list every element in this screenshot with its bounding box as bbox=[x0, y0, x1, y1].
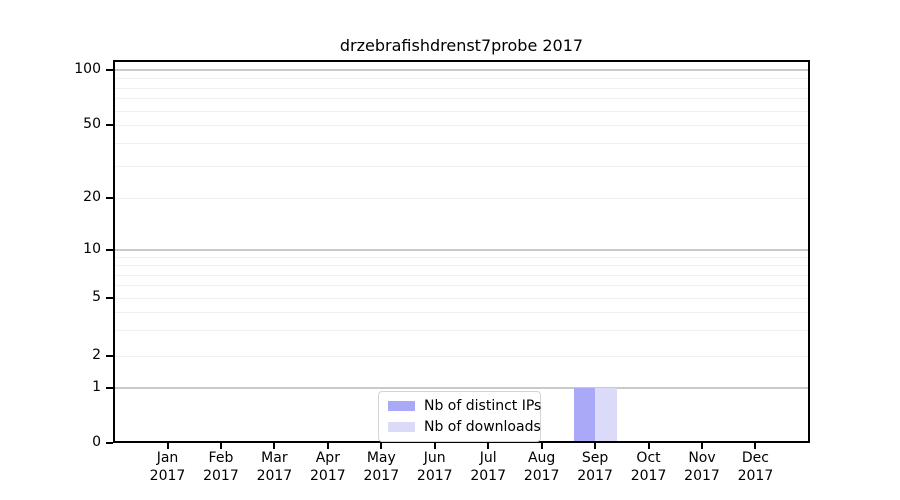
y-tick-label-50: 50 bbox=[83, 116, 101, 132]
x-tick-label-may-2017: May 2017 bbox=[363, 450, 400, 484]
y-tick-mark-100 bbox=[106, 69, 113, 71]
gridline-y-90 bbox=[113, 78, 810, 80]
legend-swatch-distinct-ips bbox=[388, 401, 415, 411]
legend-item-distinct-ips: Nb of distinct IPs bbox=[388, 398, 541, 414]
x-tick-mark-sep-2017 bbox=[594, 443, 597, 449]
gridline-y-40 bbox=[113, 142, 810, 144]
x-tick-mark-mar-2017 bbox=[273, 443, 276, 449]
gridline-y-60 bbox=[113, 110, 810, 112]
y-tick-label-20: 20 bbox=[83, 189, 101, 205]
x-tick-mark-nov-2017 bbox=[701, 443, 703, 449]
gridline-y-9 bbox=[113, 257, 810, 259]
x-tick-mark-jun-2017 bbox=[433, 443, 436, 449]
x-tick-label-aug-2017: Aug 2017 bbox=[523, 450, 560, 484]
y-tick-mark-20 bbox=[106, 197, 113, 199]
gridline-y-7 bbox=[113, 274, 810, 276]
x-tick-label-mar-2017: Mar 2017 bbox=[256, 450, 293, 484]
x-tick-mark-may-2017 bbox=[380, 443, 383, 449]
y-tick-label-2: 2 bbox=[92, 347, 101, 363]
gridline-y-1 bbox=[113, 387, 810, 389]
gridline-y-50 bbox=[113, 125, 810, 126]
legend-item-downloads: Nb of downloads bbox=[388, 419, 541, 435]
legend: Nb of distinct IPs Nb of downloads bbox=[378, 391, 541, 442]
gridline-y-20 bbox=[113, 198, 810, 199]
gridline-y-3 bbox=[113, 330, 810, 332]
gridline-y-4 bbox=[113, 312, 810, 314]
plot-area: Nb of distinct IPs Nb of downloads bbox=[113, 60, 810, 443]
x-tick-mark-aug-2017 bbox=[540, 443, 543, 449]
y-tick-label-10: 10 bbox=[83, 241, 101, 257]
x-tick-label-oct-2017: Oct 2017 bbox=[630, 450, 667, 484]
gridline-y-5 bbox=[113, 298, 810, 299]
gridline-y-80 bbox=[113, 87, 810, 89]
x-tick-label-feb-2017: Feb 2017 bbox=[203, 450, 239, 484]
y-tick-mark-2 bbox=[106, 355, 113, 357]
y-tick-label-100: 100 bbox=[74, 61, 101, 77]
x-tick-label-jan-2017: Jan 2017 bbox=[149, 450, 186, 484]
x-tick-label-sep-2017: Sep 2017 bbox=[577, 450, 613, 484]
gridline-y-70 bbox=[113, 98, 810, 100]
y-tick-mark-1 bbox=[106, 387, 113, 389]
x-tick-label-nov-2017: Nov 2017 bbox=[684, 450, 720, 484]
gridline-y-2 bbox=[113, 356, 810, 357]
gridline-y-100 bbox=[113, 69, 810, 71]
x-tick-mark-apr-2017 bbox=[326, 443, 329, 449]
y-tick-label-0: 0 bbox=[92, 434, 101, 450]
bar-nb-of-distinct-ips-sep-2017 bbox=[573, 388, 596, 443]
legend-swatch-downloads bbox=[388, 422, 415, 432]
y-tick-mark-10 bbox=[106, 249, 113, 251]
x-tick-mark-oct-2017 bbox=[647, 443, 650, 449]
y-tick-label-1: 1 bbox=[92, 379, 101, 395]
x-tick-mark-feb-2017 bbox=[219, 443, 222, 449]
legend-label-downloads: Nb of downloads bbox=[424, 419, 541, 435]
x-tick-mark-jul-2017 bbox=[487, 443, 490, 449]
gridline-y-30 bbox=[113, 165, 810, 167]
gridline-y-8 bbox=[113, 265, 810, 267]
y-tick-label-5: 5 bbox=[92, 289, 101, 305]
x-tick-mark-dec-2017 bbox=[754, 443, 757, 449]
y-tick-mark-0 bbox=[106, 442, 113, 444]
x-tick-label-dec-2017: Dec 2017 bbox=[737, 450, 774, 484]
y-tick-mark-50 bbox=[106, 124, 113, 126]
bar-nb-of-downloads-sep-2017 bbox=[595, 388, 617, 443]
x-tick-label-jul-2017: Jul 2017 bbox=[470, 450, 507, 484]
gridline-y-6 bbox=[113, 285, 810, 287]
x-tick-label-apr-2017: Apr 2017 bbox=[310, 450, 346, 484]
legend-label-distinct-ips: Nb of distinct IPs bbox=[424, 398, 542, 414]
gridline-y-10 bbox=[113, 249, 810, 251]
chart-title: drzebrafishdrenst7probe 2017 bbox=[339, 36, 584, 55]
y-tick-mark-5 bbox=[106, 297, 113, 299]
x-tick-mark-jan-2017 bbox=[166, 443, 169, 449]
x-tick-label-jun-2017: Jun 2017 bbox=[416, 450, 453, 484]
